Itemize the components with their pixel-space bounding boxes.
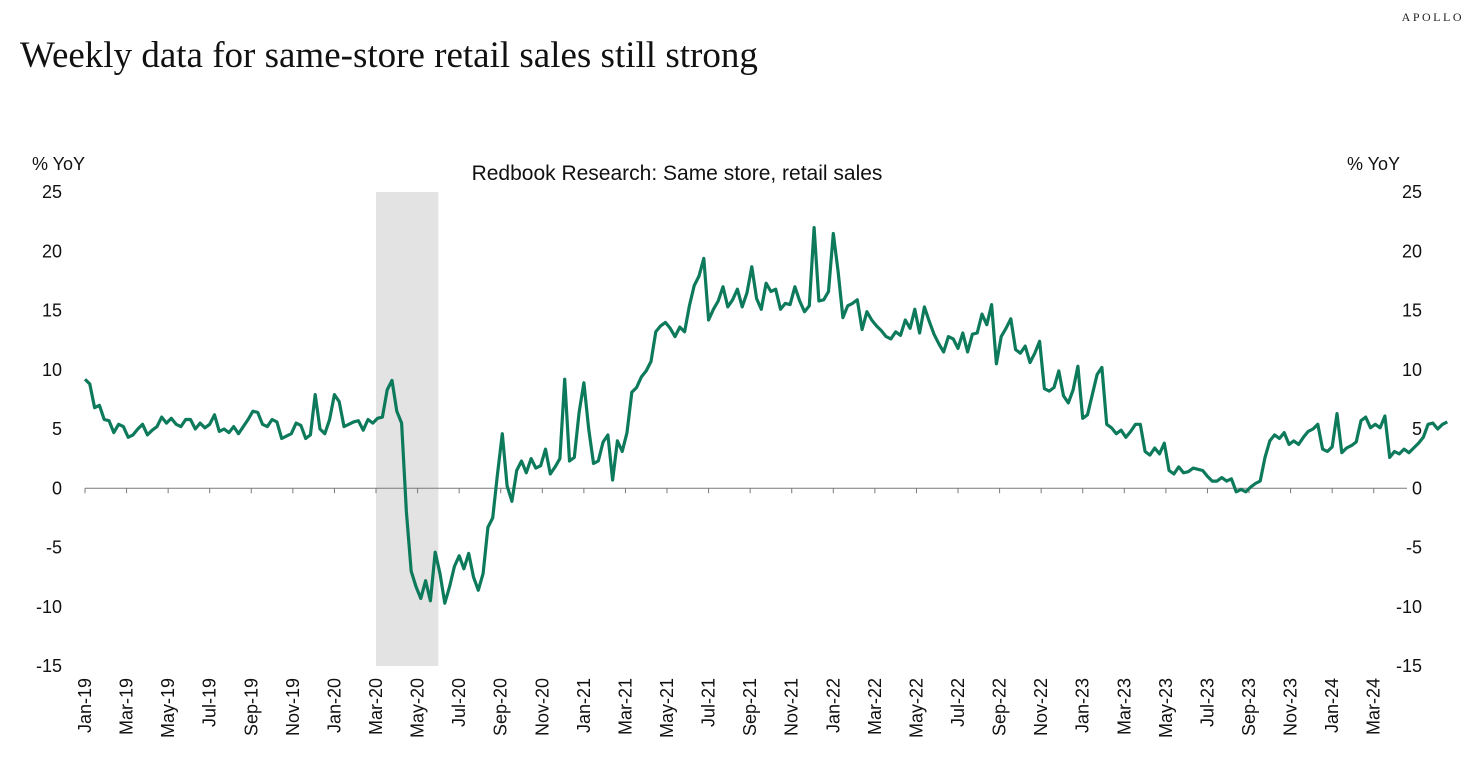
- x-tick-label: Sep-21: [740, 678, 760, 736]
- y-tick-label-right: 15: [1402, 301, 1422, 321]
- x-tick-label: Sep-22: [990, 678, 1010, 736]
- y-axis-label-left: % YoY: [32, 154, 85, 174]
- x-tick-label: May-22: [906, 678, 926, 738]
- x-tick-label: Jan-23: [1073, 678, 1093, 733]
- series-line: [83, 226, 1449, 605]
- y-tick-label-left: 15: [42, 301, 62, 321]
- y-axis-right: 25 20 15 10 5 0 -5 -10 -15: [1396, 182, 1422, 676]
- y-tick-label-right: 25: [1402, 182, 1422, 202]
- y-tick-label-left: -10: [36, 597, 62, 617]
- y-tick-label-right: 10: [1402, 360, 1422, 380]
- x-tick-label: Jul-23: [1197, 678, 1217, 727]
- x-tick-label: Jul-20: [449, 678, 469, 727]
- x-tick-label: Jan-22: [823, 678, 843, 733]
- y-tick-label-right: 20: [1402, 241, 1422, 261]
- y-tick-label-right: 5: [1412, 419, 1422, 439]
- x-tick-label: Jul-21: [699, 678, 719, 727]
- x-tick-label: Jul-19: [200, 678, 220, 727]
- y-tick-label-left: 25: [42, 182, 62, 202]
- x-tick-label: Jan-19: [75, 678, 95, 733]
- y-tick-label-right: -10: [1396, 597, 1422, 617]
- x-tick-label: Nov-20: [532, 678, 552, 736]
- x-tick-label: May-21: [657, 678, 677, 738]
- y-tick-label-left: -5: [46, 538, 62, 558]
- x-tick-label: May-20: [408, 678, 428, 738]
- x-tick-label: Sep-23: [1239, 678, 1259, 736]
- series-group: [83, 226, 1449, 605]
- x-tick-label: May-23: [1156, 678, 1176, 738]
- x-tick-label: Mar-20: [366, 678, 386, 735]
- page-title: Weekly data for same-store retail sales …: [20, 35, 758, 76]
- y-tick-label-right: -5: [1406, 538, 1422, 558]
- x-tick-label: Mar-19: [117, 678, 137, 735]
- x-tick-label: Mar-24: [1364, 678, 1384, 735]
- y-tick-label-left: 5: [52, 419, 62, 439]
- x-tick-label: Jan-21: [574, 678, 594, 733]
- x-tick-label: May-19: [158, 678, 178, 738]
- brand-logo: APOLLO: [1401, 10, 1464, 24]
- x-axis: Jan-19 Mar-19 May-19 Jul-19 Sep-19 Nov-19 Jan-…: [75, 487, 1407, 738]
- y-tick-label-left: 0: [52, 478, 62, 498]
- x-tick-label: Nov-19: [283, 678, 303, 736]
- y-tick-label-left: 10: [42, 360, 62, 380]
- x-tick-label: Mar-22: [865, 678, 885, 735]
- x-tick-label: Nov-22: [1031, 678, 1051, 736]
- y-tick-label-right: 0: [1412, 478, 1422, 498]
- y-tick-label-left: -15: [36, 656, 62, 676]
- x-tick-label: Nov-23: [1281, 678, 1301, 736]
- y-tick-label-left: 20: [42, 241, 62, 261]
- x-tick-label: Jul-22: [948, 678, 968, 727]
- chart-title: Redbook Research: Same store, retail sal…: [472, 162, 883, 185]
- y-tick-label-right: -15: [1396, 656, 1422, 676]
- y-axis-label-right: % YoY: [1347, 154, 1400, 174]
- x-tick-label: Jan-20: [324, 678, 344, 733]
- x-tick-label: Nov-21: [782, 678, 802, 736]
- x-tick-label: Sep-20: [491, 678, 511, 736]
- x-tick-label: Sep-19: [241, 678, 261, 736]
- x-tick-label: Mar-23: [1114, 678, 1134, 735]
- x-tick-label: Jan-24: [1322, 678, 1342, 733]
- y-axis-left: 25 20 15 10 5 0 -5 -10 -15: [36, 182, 62, 676]
- x-tick-label: Mar-21: [615, 678, 635, 735]
